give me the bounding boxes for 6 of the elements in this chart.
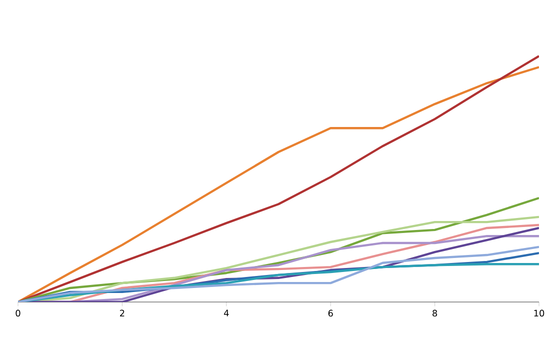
x-tick-label: 10 [534,310,544,317]
x-tick-label: 2 [120,310,124,316]
x-tick-label: 0 [16,310,20,317]
x-tick-label: 6 [328,310,333,317]
x-tick-label: 8 [432,310,438,317]
x-tick-label: 4 [224,310,229,316]
